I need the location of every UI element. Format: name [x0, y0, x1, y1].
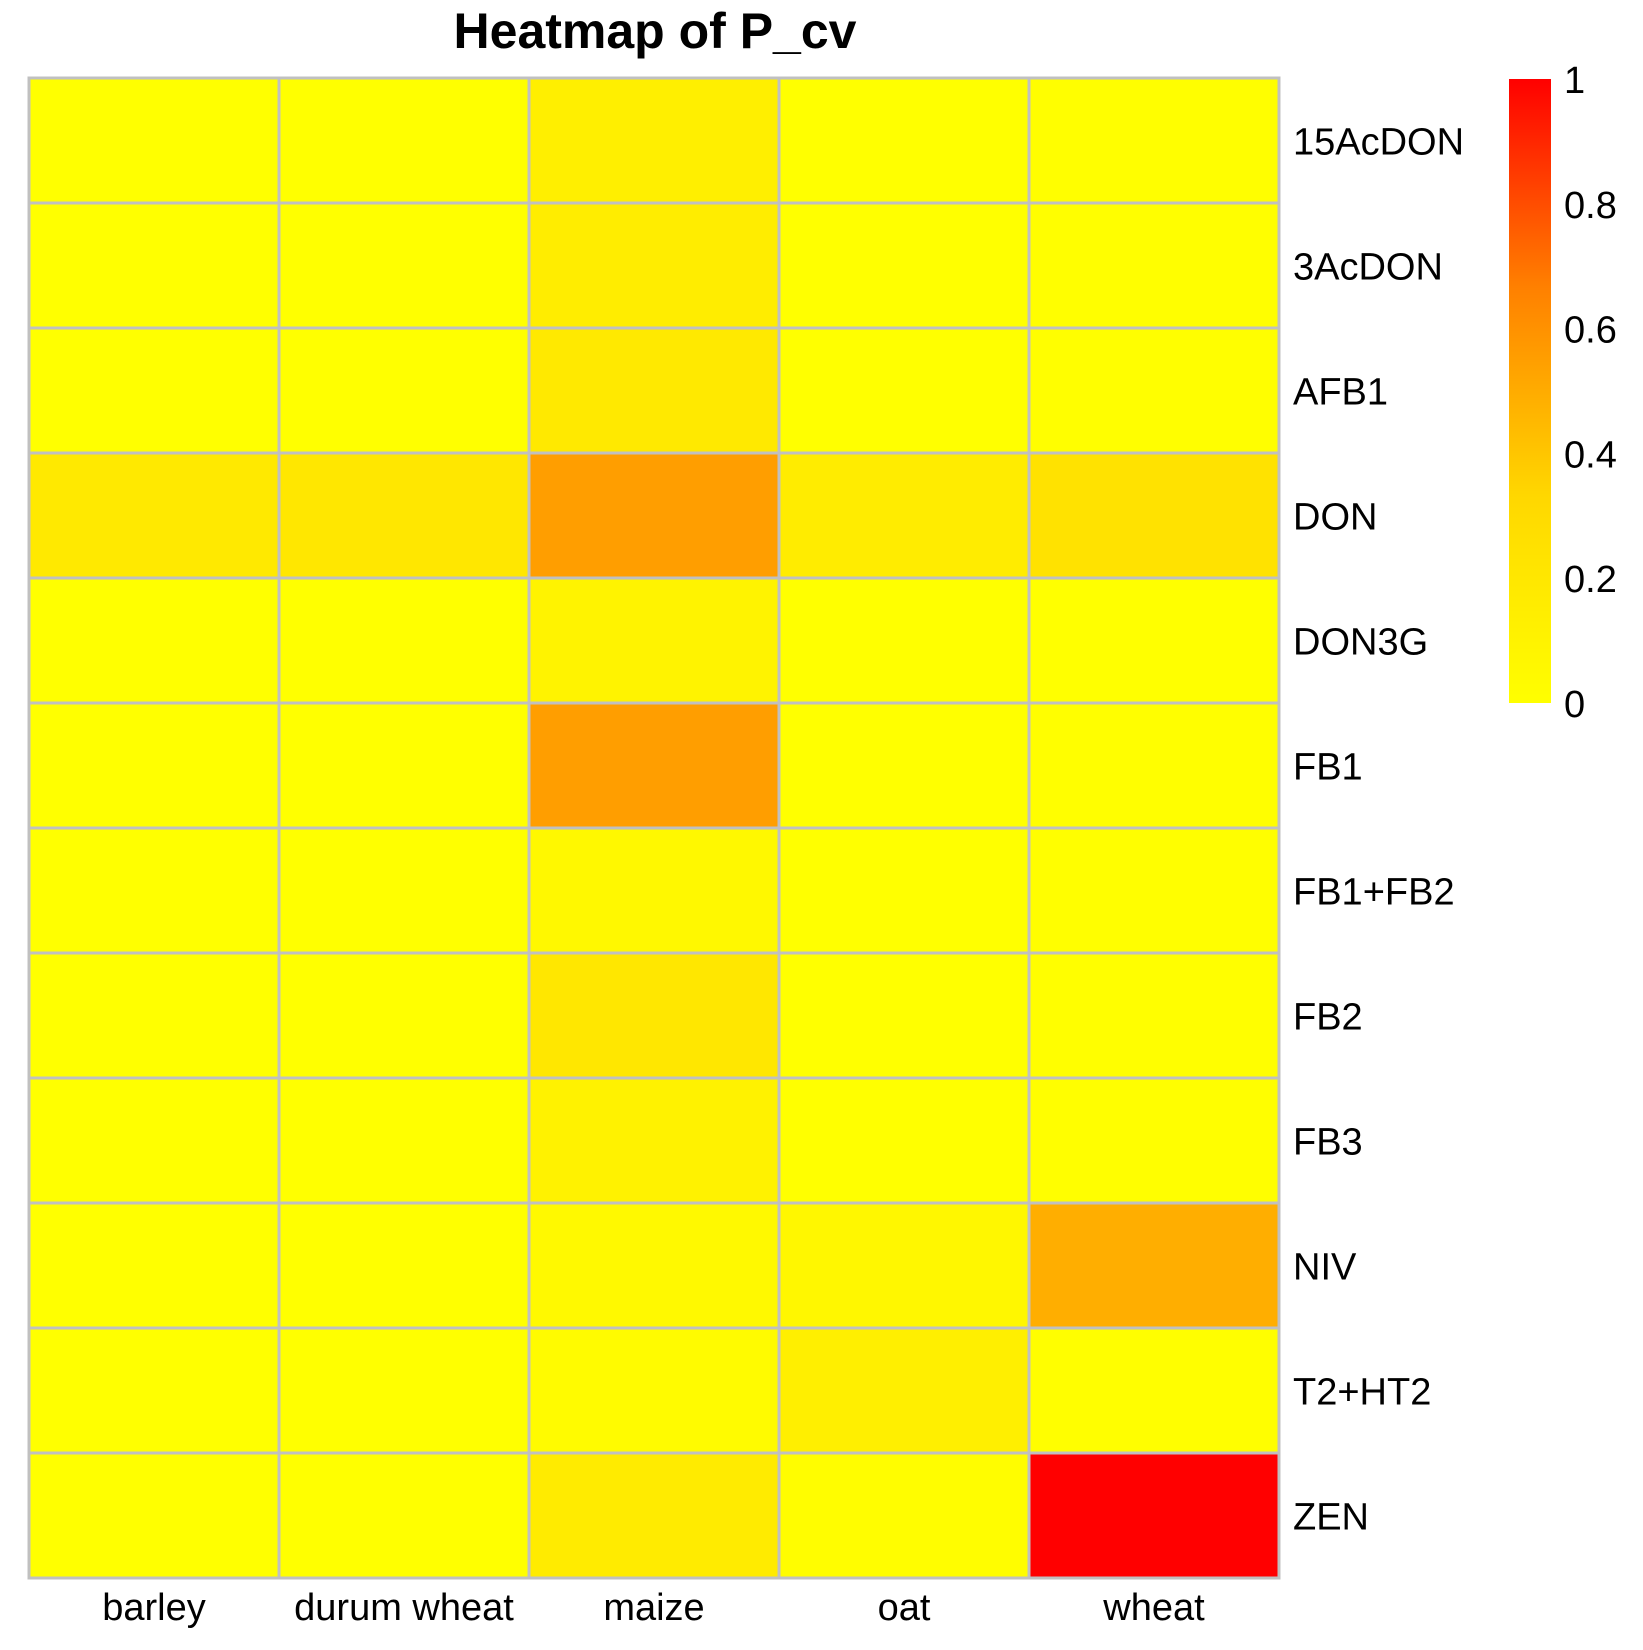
heatmap-cells — [27, 76, 1281, 1580]
heatmap-cell-T2+HT2-maize — [527, 1326, 781, 1455]
row-label: NIV — [1293, 1247, 1357, 1289]
heatmap-cell-DON3G-durum wheat — [277, 576, 531, 705]
legend-tick-label: 0 — [1564, 684, 1585, 726]
column-label: barley — [102, 1587, 206, 1629]
row-label: T2+HT2 — [1293, 1372, 1431, 1414]
heatmap-cell-AFB1-barley — [27, 326, 281, 455]
legend-tick-label: 0.2 — [1564, 559, 1617, 601]
heatmap-cell-3AcDON-maize — [527, 201, 781, 330]
legend-tick-label: 0.8 — [1564, 185, 1617, 227]
heatmap-cell-3AcDON-oat — [777, 201, 1031, 330]
heatmap-cell-T2+HT2-oat — [777, 1326, 1031, 1455]
heatmap-cell-15AcDON-oat — [777, 76, 1031, 205]
heatmap-cell-15AcDON-durum wheat — [277, 76, 531, 205]
chart-title: Heatmap of P_cv — [454, 3, 857, 59]
column-label: maize — [603, 1587, 704, 1629]
heatmap-cell-15AcDON-wheat — [1027, 76, 1281, 205]
row-labels: 15AcDON 3AcDON AFB1 DON DON3G FB1 FB1+FB2 FB2 FB… — [1293, 122, 1464, 1539]
legend-tick-label: 1 — [1564, 60, 1585, 102]
row-label: 15AcDON — [1293, 122, 1464, 164]
heatmap-cell-T2+HT2-wheat — [1027, 1326, 1281, 1455]
heatmap-cell-FB1+FB2-oat — [777, 826, 1031, 955]
heatmap-cell-DON-maize — [527, 451, 781, 580]
heatmap-cell-AFB1-maize — [527, 326, 781, 455]
heatmap-cell-DON-wheat — [1027, 451, 1281, 580]
heatmap-cell-FB1-wheat — [1027, 701, 1281, 830]
heatmap-cell-ZEN-durum wheat — [277, 1451, 531, 1580]
heatmap-cell-FB1+FB2-barley — [27, 826, 281, 955]
heatmap-cell-15AcDON-barley — [27, 76, 281, 205]
column-label: oat — [878, 1587, 931, 1629]
heatmap-cell-NIV-durum wheat — [277, 1201, 531, 1330]
heatmap-cell-T2+HT2-barley — [27, 1326, 281, 1455]
heatmap-cell-FB1-oat — [777, 701, 1031, 830]
heatmap-cell-FB2-durum wheat — [277, 951, 531, 1080]
heatmap-cell-FB1+FB2-maize — [527, 826, 781, 955]
row-label: FB1 — [1293, 747, 1363, 789]
heatmap-cell-DON-oat — [777, 451, 1031, 580]
column-label: durum wheat — [294, 1587, 514, 1629]
row-label: FB3 — [1293, 1122, 1363, 1164]
heatmap-cell-AFB1-durum wheat — [277, 326, 531, 455]
heatmap-cell-FB2-barley — [27, 951, 281, 1080]
heatmap-cell-NIV-wheat — [1027, 1201, 1281, 1330]
row-label: FB2 — [1293, 997, 1363, 1039]
heatmap-cell-NIV-oat — [777, 1201, 1031, 1330]
row-label: AFB1 — [1293, 372, 1388, 414]
row-label: DON3G — [1293, 622, 1428, 664]
heatmap-cell-FB3-oat — [777, 1076, 1031, 1205]
heatmap-cell-FB2-maize — [527, 951, 781, 1080]
heatmap-cell-ZEN-barley — [27, 1451, 281, 1580]
heatmap-cell-DON3G-barley — [27, 576, 281, 705]
heatmap-cell-3AcDON-durum wheat — [277, 201, 531, 330]
heatmap-cell-T2+HT2-durum wheat — [277, 1326, 531, 1455]
heatmap-cell-FB3-durum wheat — [277, 1076, 531, 1205]
heatmap-cell-FB3-maize — [527, 1076, 781, 1205]
heatmap-cell-FB3-barley — [27, 1076, 281, 1205]
heatmap-cell-AFB1-oat — [777, 326, 1031, 455]
legend-tick-label: 0.6 — [1564, 310, 1617, 352]
row-label: 3AcDON — [1293, 247, 1443, 289]
column-label: wheat — [1102, 1587, 1205, 1629]
color-legend-labels: 0 0.2 0.4 0.6 0.8 1 — [1564, 60, 1617, 726]
column-labels: barley durum wheat maize oat wheat — [102, 1587, 1205, 1629]
heatmap-cell-DON3G-oat — [777, 576, 1031, 705]
legend-tick-label: 0.4 — [1564, 434, 1617, 476]
heatmap-cell-ZEN-maize — [527, 1451, 781, 1580]
row-label: ZEN — [1293, 1497, 1369, 1539]
heatmap-cell-FB1-durum wheat — [277, 701, 531, 830]
heatmap-cell-15AcDON-maize — [527, 76, 781, 205]
heatmap-cell-AFB1-wheat — [1027, 326, 1281, 455]
heatmap-cell-FB2-oat — [777, 951, 1031, 1080]
heatmap-cell-DON-barley — [27, 451, 281, 580]
heatmap-cell-ZEN-wheat — [1027, 1451, 1281, 1580]
heatmap-cell-NIV-maize — [527, 1201, 781, 1330]
color-legend-bar — [1509, 79, 1551, 703]
heatmap-cell-FB2-wheat — [1027, 951, 1281, 1080]
heatmap-cell-FB1+FB2-wheat — [1027, 826, 1281, 955]
row-label: DON — [1293, 497, 1377, 539]
heatmap-cell-FB1-maize — [527, 701, 781, 830]
heatmap-cell-DON-durum wheat — [277, 451, 531, 580]
heatmap-cell-DON3G-wheat — [1027, 576, 1281, 705]
heatmap-cell-NIV-barley — [27, 1201, 281, 1330]
heatmap-cell-DON3G-maize — [527, 576, 781, 705]
row-label: FB1+FB2 — [1293, 872, 1455, 914]
heatmap-cell-3AcDON-wheat — [1027, 201, 1281, 330]
heatmap-cell-ZEN-oat — [777, 1451, 1031, 1580]
heatmap-cell-3AcDON-barley — [27, 201, 281, 330]
heatmap-cell-FB1+FB2-durum wheat — [277, 826, 531, 955]
heatmap-cell-FB1-barley — [27, 701, 281, 830]
heatmap-cell-FB3-wheat — [1027, 1076, 1281, 1205]
